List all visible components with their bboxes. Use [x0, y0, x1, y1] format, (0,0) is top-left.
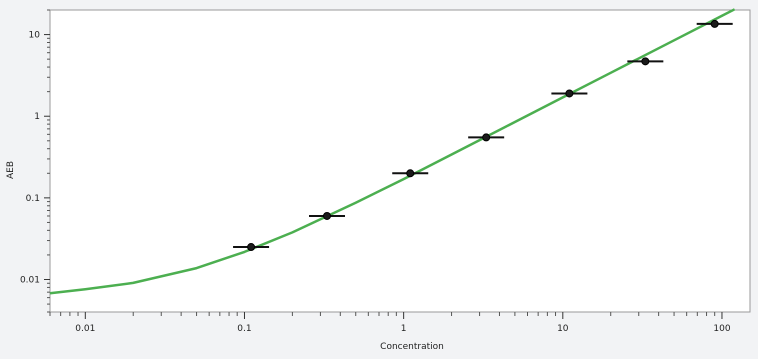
fit-curve: [49, 8, 736, 295]
data-point: [565, 89, 574, 98]
axis-tick-labels: 0.01 0.1 1 10 100 0.01 0.1 1 10: [20, 31, 731, 334]
x-tick-label: 0.01: [75, 324, 95, 334]
x-axis-label: Concentration: [380, 342, 444, 352]
y-tick-label: 1: [34, 112, 40, 122]
y-tick-label: 0.01: [20, 276, 40, 286]
data-point: [710, 19, 719, 28]
data-point: [641, 57, 650, 66]
y-axis-label: AEB: [6, 161, 16, 179]
x-tick-label: 10: [557, 324, 569, 334]
axis-ticks: [44, 9, 723, 319]
data-point: [323, 211, 332, 220]
x-tick-label: 100: [713, 324, 730, 334]
data-point: [406, 169, 415, 178]
series-lines: [49, 8, 736, 295]
x-tick-label: 1: [401, 324, 407, 334]
x-tick-label: 0.1: [237, 324, 251, 334]
data-point: [247, 243, 256, 252]
y-tick-label: 10: [29, 31, 41, 41]
y-tick-label: 0.1: [26, 194, 40, 204]
data-point: [482, 133, 491, 142]
series-points: [233, 19, 733, 252]
